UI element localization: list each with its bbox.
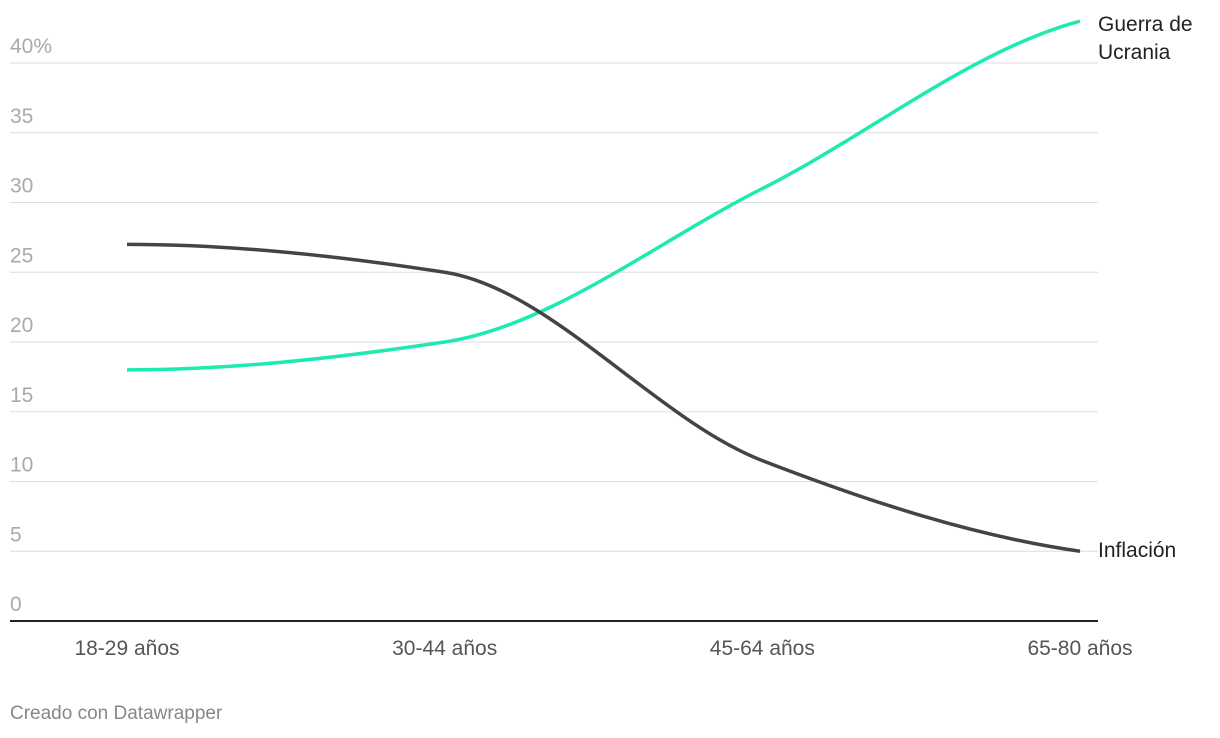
- credit: Creado con Datawrapper: [10, 703, 223, 724]
- y-tick-label: 30: [10, 175, 33, 198]
- y-tick-label: 40%: [10, 35, 52, 58]
- series-label: Guerra de Ucrania: [1098, 13, 1193, 65]
- y-tick-label: 25: [10, 244, 33, 267]
- x-tick-label: 30-44 años: [392, 637, 497, 660]
- x-tick-label: 45-64 años: [710, 637, 815, 660]
- x-tick-label: 65-80 años: [1027, 637, 1132, 660]
- series-line: [126, 242, 1081, 553]
- x-tick-label: 18-29 años: [74, 637, 179, 660]
- y-tick-label: 15: [10, 384, 33, 407]
- y-tick-label: 0: [10, 593, 22, 616]
- series-line: [126, 19, 1081, 372]
- y-tick-label: 20: [10, 314, 33, 337]
- y-tick-label: 35: [10, 105, 33, 128]
- series-label: Inflación: [1098, 539, 1177, 563]
- y-tick-label: 5: [10, 523, 22, 546]
- y-tick-label: 10: [10, 454, 33, 477]
